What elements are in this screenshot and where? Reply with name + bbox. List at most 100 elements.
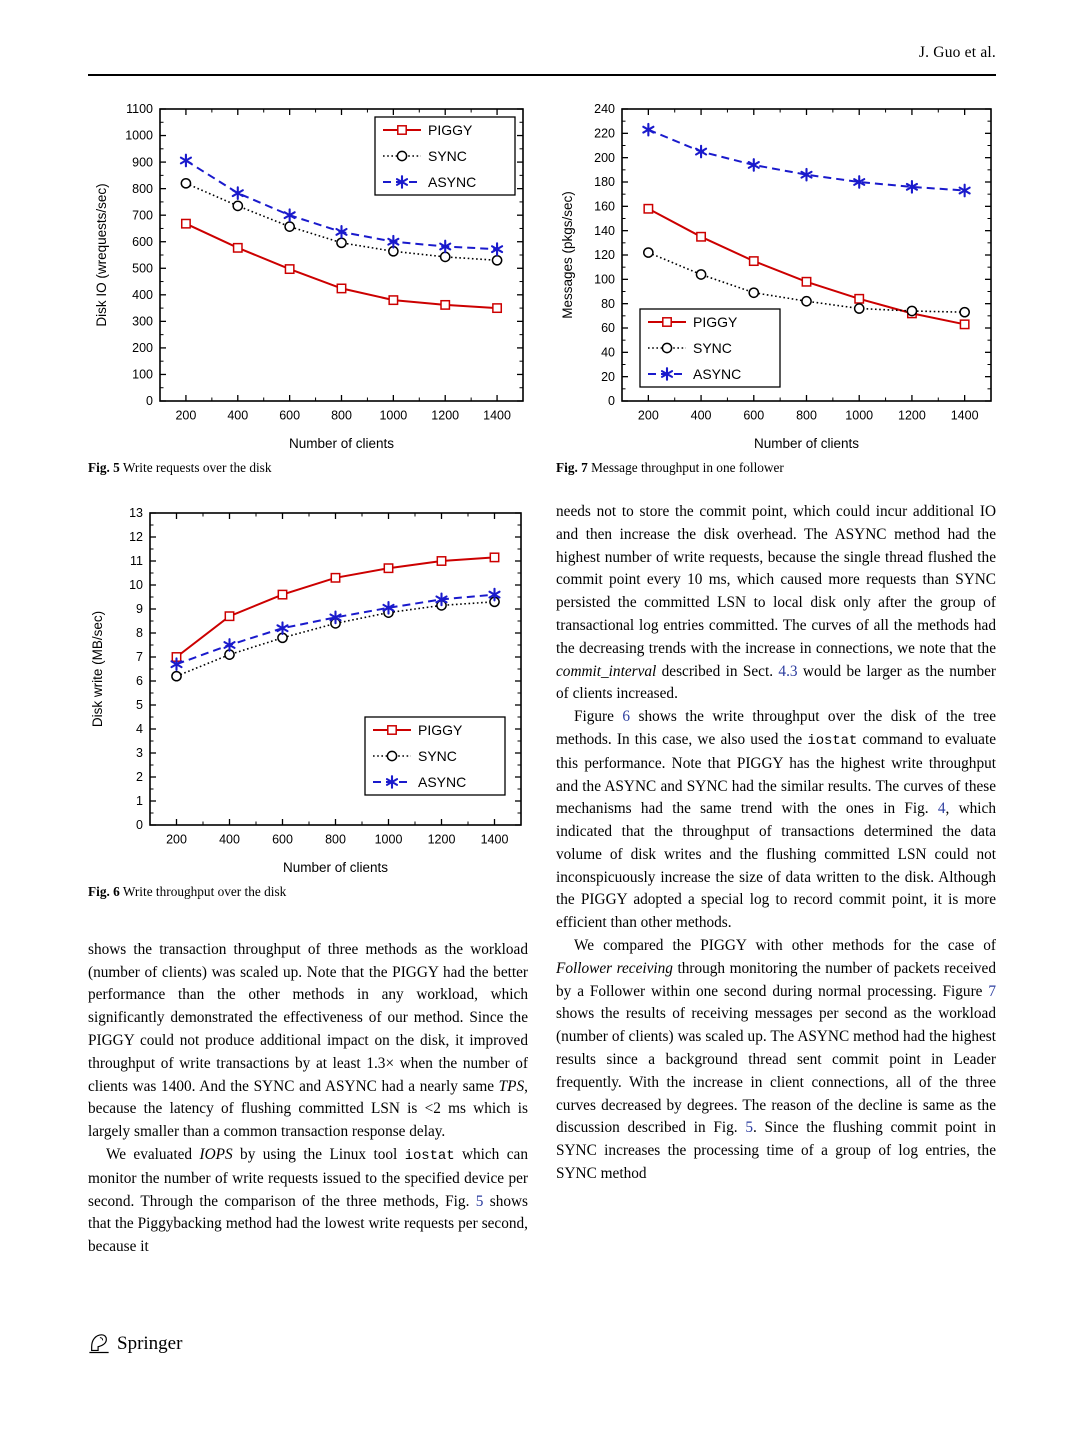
right-paragraph-3: We compared the PIGGY with other methods… <box>556 937 996 1183</box>
y-tick-label: 220 <box>594 127 615 141</box>
x-tick-label: 1400 <box>951 409 979 423</box>
right-column: 0 20 40 60 80 100 120 140 160 180 200 220 240 200 400 6… <box>556 95 996 1186</box>
x-tick-label: 1200 <box>431 409 459 423</box>
series-piggy <box>171 552 500 662</box>
x-tick-label: 1400 <box>483 409 511 423</box>
chart-fig7: 0 20 40 60 80 100 120 140 160 180 200 220 240 200 400 6… <box>556 95 996 453</box>
x-tick-label: 1000 <box>375 832 403 846</box>
right-paragraph-1: needs not to store the commit point, whi… <box>556 502 996 703</box>
legend-label-async: ASYNC <box>693 366 741 382</box>
x-tick-label: 200 <box>175 409 196 423</box>
springer-logo-icon <box>89 1334 109 1354</box>
figure-reference-6[interactable]: 6 <box>622 708 631 726</box>
x-tick-label: 800 <box>331 409 352 423</box>
y-tick-label: 400 <box>132 288 153 302</box>
y-axis-label: Disk write (MB/sec) <box>90 611 105 727</box>
y-tick-label: 160 <box>594 200 615 214</box>
x-tick-label: 1200 <box>898 409 926 423</box>
figure-7-label: Fig. 7 <box>556 460 588 475</box>
figure-7-caption-text: Message throughput in one follower <box>591 460 784 475</box>
x-tick-label: 200 <box>166 832 187 846</box>
y-tick-label: 140 <box>594 224 615 238</box>
header-rule <box>88 74 996 77</box>
y-tick-label: 100 <box>132 368 153 382</box>
y-tick-label: 240 <box>594 102 615 116</box>
y-tick-label: 800 <box>132 182 153 196</box>
y-tick-label: 80 <box>601 297 615 311</box>
legend-label-async: ASYNC <box>418 774 466 790</box>
series-async <box>179 153 504 257</box>
section-reference-4-3[interactable]: 4.3 <box>778 662 798 680</box>
figure-7: 0 20 40 60 80 100 120 140 160 180 200 220 240 200 400 6… <box>556 95 996 477</box>
figure-reference-5[interactable]: 5 <box>475 1192 484 1210</box>
y-tick-label: 100 <box>594 273 615 287</box>
legend-label-sync: SYNC <box>693 340 732 356</box>
figure-5-label: Fig. 5 <box>88 460 120 475</box>
figure-6-label: Fig. 6 <box>88 883 120 899</box>
legend-label-sync: SYNC <box>418 748 457 764</box>
figure-6-caption: Fig. 6 Write throughput over the disk <box>88 883 528 901</box>
y-tick-label: 700 <box>132 208 153 222</box>
x-tick-label: 400 <box>691 409 712 423</box>
figure-7-caption: Fig. 7 Message throughput in one followe… <box>556 459 996 477</box>
figure-6-caption-text: Write throughput over the disk <box>122 883 287 899</box>
y-tick-label: 1100 <box>126 102 153 116</box>
left-column: 0 100 200 300 400 500 600 700 800 900 1000 1100 200 4… <box>88 95 528 1259</box>
y-tick-label: 6 <box>136 674 143 688</box>
y-tick-label: 200 <box>132 341 153 355</box>
series-sync <box>643 247 970 318</box>
y-tick-label: 0 <box>136 818 143 832</box>
y-axis-label: Disk IO (wrequests/sec) <box>94 183 109 326</box>
x-tick-label: 400 <box>227 409 248 423</box>
y-tick-label: 120 <box>594 248 615 262</box>
figure-reference-7[interactable]: 7 <box>988 982 996 1000</box>
figure-5: 0 100 200 300 400 500 600 700 800 900 1000 1100 200 4… <box>88 95 528 477</box>
chart-legend: PIGGY SYNC ASYNC <box>374 116 516 196</box>
y-tick-label: 8 <box>136 626 143 640</box>
x-axis-label: Number of clients <box>283 860 388 875</box>
series-async <box>170 587 501 671</box>
series-async <box>642 122 971 198</box>
x-tick-label: 600 <box>279 409 300 423</box>
y-tick-label: 0 <box>608 394 615 408</box>
figure-6: 0 1 2 3 4 5 6 7 8 9 10 11 12 13 200 400 600 800 1000 1200 14… <box>88 498 528 901</box>
chart-legend: PIGGY SYNC ASYNC <box>639 308 781 388</box>
x-axis-label: Number of clients <box>754 436 859 451</box>
x-tick-label: 600 <box>743 409 764 423</box>
figure-reference-5b[interactable]: 5 <box>745 1119 753 1137</box>
iostat-command: iostat <box>404 1148 455 1165</box>
series-sync <box>180 177 503 266</box>
y-tick-label: 0 <box>146 394 153 408</box>
y-tick-label: 2 <box>136 770 143 784</box>
right-paragraph-2: Figure 6 shows the write throughput over… <box>556 708 997 932</box>
x-tick-label: 600 <box>272 832 293 846</box>
springer-wordmark: Springer <box>117 1333 183 1354</box>
y-tick-label: 3 <box>136 746 143 760</box>
y-tick-label: 180 <box>594 175 615 189</box>
x-tick-label: 800 <box>325 832 346 846</box>
running-head-author: J. Guo et al. <box>918 44 996 61</box>
figure-reference-4[interactable]: 4 <box>937 800 946 818</box>
chart-fig7-svg: 0 20 40 60 80 100 120 140 160 180 200 220 240 200 400 6… <box>560 102 992 451</box>
series-piggy <box>180 218 503 314</box>
legend-label-async: ASYNC <box>428 174 476 190</box>
y-tick-label: 12 <box>129 530 143 544</box>
x-tick-label: 1000 <box>379 409 407 423</box>
x-tick-label: 200 <box>638 409 659 423</box>
y-axis-label: Messages (pkgs/sec) <box>560 191 575 319</box>
chart-fig5-svg: 0 100 200 300 400 500 600 700 800 900 1000 1100 200 4… <box>94 102 524 451</box>
legend-label-sync: SYNC <box>428 148 467 164</box>
chart-fig6: 0 1 2 3 4 5 6 7 8 9 10 11 12 13 200 400 600 800 1000 1200 14… <box>88 498 528 877</box>
page-header: J. Guo et al. <box>88 44 996 80</box>
y-tick-label: 600 <box>132 235 153 249</box>
y-tick-label: 1 <box>136 794 143 808</box>
legend-label-piggy: PIGGY <box>693 314 738 330</box>
y-tick-label: 4 <box>136 722 143 736</box>
iostat-command: iostat <box>807 732 858 749</box>
left-paragraph-1: shows the transaction throughput of thre… <box>88 940 528 1141</box>
page-footer: Springer <box>88 1332 182 1356</box>
figure-5-caption: Fig. 5 Write requests over the disk <box>88 459 528 477</box>
x-tick-label: 1000 <box>845 409 873 423</box>
